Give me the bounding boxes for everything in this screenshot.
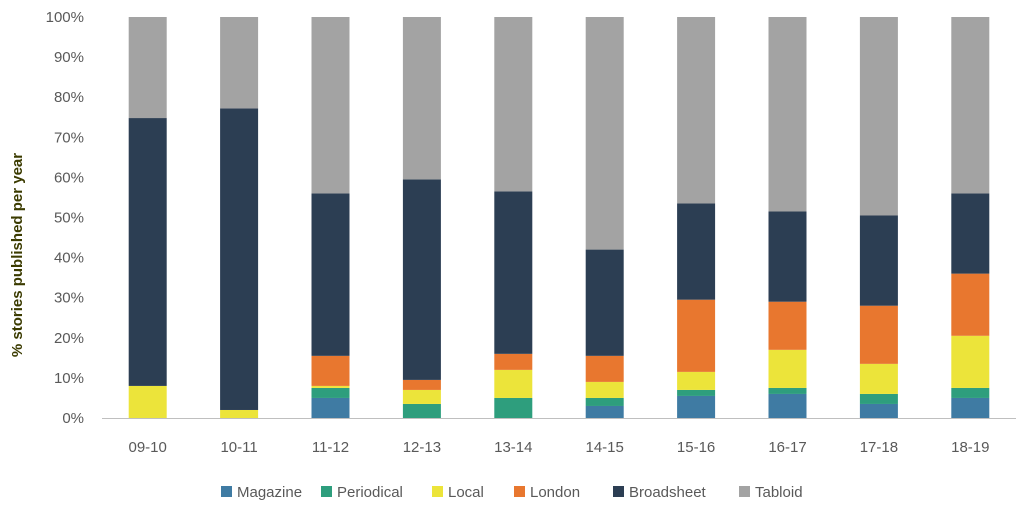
bar-segment-local-12-13 [402,389,441,404]
x-tick-labels: 09-10 10-11 11-12 12-13 13-14 14-15 15-16 16-17… [129,439,990,456]
bar-segment-london-12-13 [402,379,441,390]
legend-label: Magazine [237,484,302,501]
bar-segment-periodical-18-19 [951,387,990,398]
bar-segment-london-14-15 [585,355,624,382]
x-tick-label: 14-15 [586,439,624,456]
y-axis-label: % stories published per year [9,153,26,357]
bar-segment-broadsheet-16-17 [768,211,807,302]
y-tick-label: 20% [54,330,84,347]
bar-segment-magazine-16-17 [768,393,807,418]
bar-segment-broadsheet-14-15 [585,249,624,356]
bar-segment-tabloid-14-15 [585,17,624,250]
bar-segment-local-14-15 [585,381,624,398]
legend: Magazine Periodical Local London Broadsheet T… [221,484,803,501]
bar-segment-tabloid-16-17 [768,17,807,212]
x-tick-label: 09-10 [129,439,167,456]
bar-segment-local-10-11 [220,409,259,418]
legend-label: Local [448,484,484,501]
bar-segment-periodical-13-14 [494,397,533,418]
y-tick-label: 90% [54,49,84,66]
bar-segment-london-13-14 [494,353,533,370]
bar-segment-tabloid-18-19 [951,17,990,194]
y-tick-label: 10% [54,370,84,387]
legend-item-local: Local [432,484,484,501]
bar-segment-periodical-12-13 [402,403,441,418]
bar-segment-broadsheet-18-19 [951,193,990,274]
x-tick-label: 12-13 [403,439,441,456]
bar-segment-local-09-10 [128,385,167,418]
bars [128,17,990,418]
bar-segment-local-17-18 [859,363,898,394]
y-tick-label: 30% [54,290,84,307]
legend-swatch [739,486,750,497]
bar-segment-london-17-18 [859,305,898,364]
y-tick-label: 70% [54,129,84,146]
x-tick-label: 18-19 [951,439,989,456]
bar-segment-local-16-17 [768,349,807,388]
y-tick-label: 60% [54,169,84,186]
legend-swatch [321,486,332,497]
bar-segment-periodical-16-17 [768,387,807,394]
legend-swatch [613,486,624,497]
x-tick-label: 17-18 [860,439,898,456]
bar-segment-periodical-11-12 [311,387,350,398]
x-tick-label: 10-11 [220,439,257,456]
legend-label: Periodical [337,484,403,501]
bar-segment-local-13-14 [494,369,533,398]
bar-segment-broadsheet-12-13 [402,179,441,380]
legend-swatch [221,486,232,497]
legend-label: Broadsheet [629,484,707,501]
bar-segment-tabloid-12-13 [402,17,441,180]
bar-segment-london-11-12 [311,355,350,386]
bar-segment-broadsheet-17-18 [859,215,898,306]
bar-segment-broadsheet-09-10 [128,118,167,386]
bar-segment-local-18-19 [951,335,990,388]
bar-segment-broadsheet-13-14 [494,191,533,354]
bar-segment-magazine-17-18 [859,403,898,418]
bar-segment-tabloid-11-12 [311,17,350,194]
bar-segment-tabloid-10-11 [220,17,259,109]
legend-item-periodical: Periodical [321,484,403,501]
y-tick-label: 0% [62,410,84,427]
y-tick-label: 40% [54,250,84,267]
legend-swatch [514,486,525,497]
bar-segment-broadsheet-10-11 [220,108,259,410]
y-tick-label: 80% [54,89,84,106]
y-tick-label: 50% [54,210,84,227]
legend-item-broadsheet: Broadsheet [613,484,707,501]
bar-segment-magazine-11-12 [311,397,350,418]
bar-segment-tabloid-13-14 [494,17,533,192]
y-tick-labels: 0% 10% 20% 30% 40% 50% 60% 70% 80% 90% 100% [46,9,84,427]
x-tick-label: 16-17 [768,439,806,456]
legend-item-london: London [514,484,580,501]
x-tick-label: 13-14 [494,439,532,456]
bar-segment-periodical-15-16 [677,389,716,396]
legend-item-magazine: Magazine [221,484,302,501]
bar-segment-london-16-17 [768,301,807,350]
y-tick-label: 100% [46,9,84,26]
legend-label: Tabloid [755,484,803,501]
x-tick-label: 11-12 [312,439,349,456]
bar-segment-broadsheet-11-12 [311,193,350,356]
bar-segment-periodical-14-15 [585,397,624,406]
bar-segment-local-11-12 [311,385,350,388]
bar-segment-periodical-17-18 [859,393,898,404]
bar-segment-magazine-14-15 [585,405,624,418]
bar-segment-tabloid-17-18 [859,17,898,216]
legend-swatch [432,486,443,497]
bar-segment-london-18-19 [951,273,990,336]
y-axis-label-group: % stories published per year [9,153,26,357]
bar-segment-magazine-15-16 [677,395,716,418]
bar-segment-tabloid-09-10 [128,17,167,119]
legend-label: London [530,484,580,501]
bar-segment-magazine-18-19 [951,397,990,418]
bar-segment-local-15-16 [677,371,716,390]
legend-item-tabloid: Tabloid [739,484,803,501]
bar-segment-tabloid-15-16 [677,17,716,204]
bar-segment-london-15-16 [677,299,716,372]
bar-segment-broadsheet-15-16 [677,203,716,300]
x-tick-label: 15-16 [677,439,715,456]
